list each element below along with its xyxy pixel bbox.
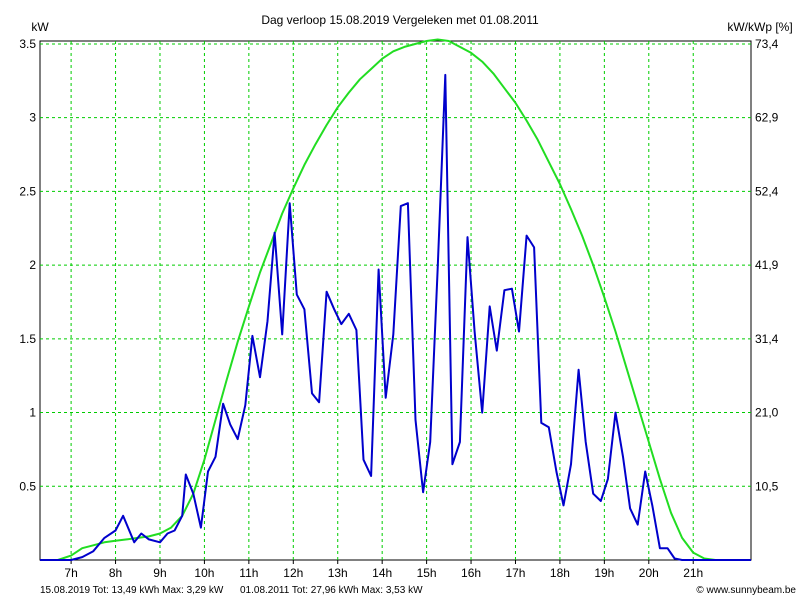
x-tick-label: 20h xyxy=(639,566,659,580)
y-tick-label: 2.5 xyxy=(19,184,36,198)
x-tick-label: 21h xyxy=(683,566,703,580)
legend-series1: 15.08.2019 Tot: 13,49 kWh Max: 3,29 kW xyxy=(40,585,224,596)
horizontal-grid xyxy=(40,43,751,487)
series-line-01-08-2011 xyxy=(40,38,751,561)
y2-tick-label: 31,4 xyxy=(755,332,779,346)
credit-text: © www.sunnybeam.be xyxy=(696,585,796,596)
x-tick-label: 14h xyxy=(372,566,392,580)
x-tick-label: 15h xyxy=(417,566,437,580)
series-lines xyxy=(40,38,751,561)
x-tick-label: 19h xyxy=(594,566,614,580)
series-line-15-08-2019 xyxy=(40,73,751,561)
y2-tick-label: 73,4 xyxy=(755,37,779,51)
x-tick-label: 17h xyxy=(505,566,525,580)
vertical-grid xyxy=(70,41,694,560)
y2-tick-label: 10,5 xyxy=(755,479,779,493)
x-tick-label: 10h xyxy=(194,566,214,580)
right-axis-unit: kW/kWp [%] xyxy=(727,20,792,34)
x-tick-label: 9h xyxy=(153,566,166,580)
x-tick-label: 7h xyxy=(64,566,77,580)
axis-tick-labels: 7h 8h 9h 10h 11h 12h 13h 14h 15h 16h 17h 18h 19h 20h 2… xyxy=(19,37,778,580)
y-tick-label: 1 xyxy=(29,406,36,420)
y2-tick-label: 62,9 xyxy=(755,111,779,125)
y-tick-label: 3.5 xyxy=(19,37,36,51)
x-tick-label: 12h xyxy=(283,566,303,580)
y-tick-label: 0.5 xyxy=(19,479,36,493)
x-tick-label: 8h xyxy=(109,566,122,580)
x-tick-label: 13h xyxy=(328,566,348,580)
x-tick-label: 11h xyxy=(239,566,258,580)
y2-tick-label: 52,4 xyxy=(755,184,779,198)
y-tick-label: 1.5 xyxy=(19,332,36,346)
x-tick-label: 16h xyxy=(461,566,481,580)
y-tick-label: 2 xyxy=(29,258,36,272)
legend-series2: 01.08.2011 Tot: 27,96 kWh Max: 3,53 kW xyxy=(240,585,423,596)
y2-tick-label: 41,9 xyxy=(755,258,779,272)
y2-tick-label: 21,0 xyxy=(755,406,779,420)
left-axis-unit: kW xyxy=(31,20,49,34)
chart-title: Dag verloop 15.08.2019 Vergeleken met 01… xyxy=(261,13,539,27)
y-tick-label: 3 xyxy=(29,111,36,125)
x-tick-label: 18h xyxy=(550,566,570,580)
